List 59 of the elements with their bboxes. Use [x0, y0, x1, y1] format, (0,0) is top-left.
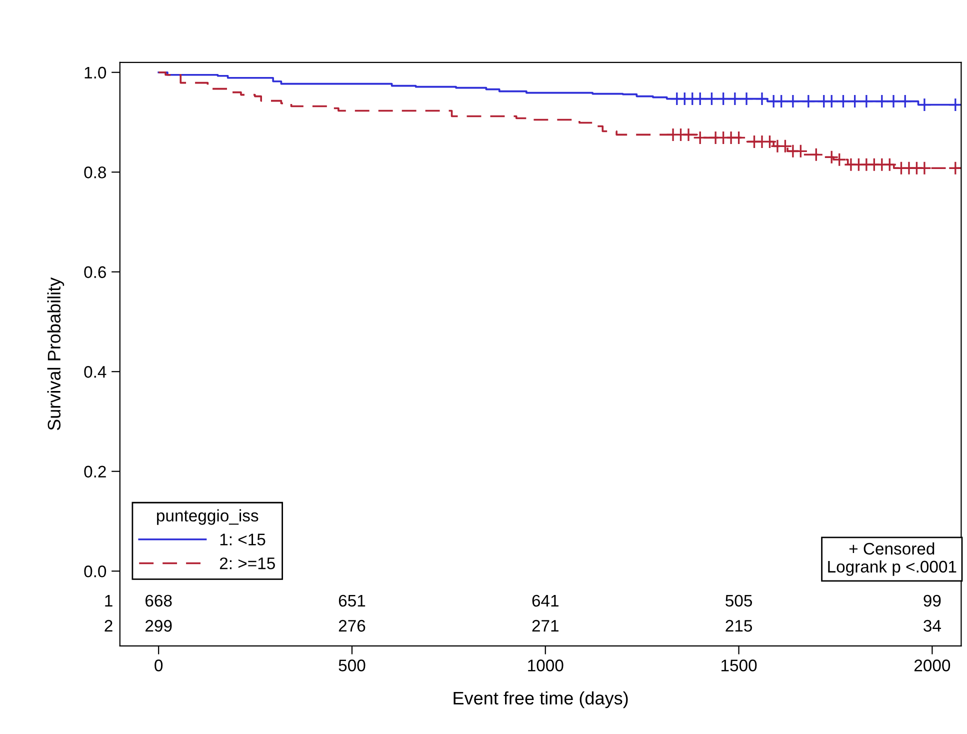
point — [824, 150, 839, 164]
y-axis-title: Survival Probability — [47, 277, 64, 430]
point — [786, 94, 800, 108]
annotation: 668 — [146, 594, 172, 607]
legend-label: 1: <15 — [220, 534, 266, 546]
annotation: 299 — [146, 620, 172, 632]
point — [832, 152, 846, 167]
y-tick-label: 0.6 — [84, 266, 106, 278]
y-tick-label: 0.0 — [84, 566, 106, 578]
legend-title: punteggio_iss — [157, 509, 258, 525]
point — [948, 98, 962, 112]
point — [704, 92, 719, 106]
point — [774, 94, 788, 108]
point — [739, 92, 754, 106]
point — [681, 128, 696, 142]
x-tick-label: 2000 — [914, 660, 950, 672]
point — [882, 158, 897, 172]
point — [809, 148, 824, 162]
annotation: 651 — [338, 594, 366, 607]
point — [886, 94, 901, 108]
point — [732, 130, 746, 145]
point — [836, 94, 850, 108]
annotation: 641 — [532, 594, 558, 607]
point — [754, 92, 770, 106]
annotation: 99 — [924, 594, 941, 607]
point — [917, 161, 932, 176]
point — [762, 134, 777, 149]
annotation: + Censored Logrank p <.0001 — [828, 542, 956, 576]
y-tick-label: 1.0 — [84, 66, 106, 79]
point — [693, 92, 708, 106]
annotation: 34 — [924, 620, 941, 632]
annotation: 271 — [532, 620, 558, 632]
legend-label: 2: >=15 — [220, 557, 275, 570]
annotation: 215 — [726, 620, 752, 632]
x-tick-label: 0 — [154, 660, 163, 672]
y-tick-label: 0.8 — [84, 166, 106, 178]
x-tick-label: 1000 — [528, 660, 564, 672]
point — [859, 94, 874, 108]
point — [874, 94, 889, 108]
text: 1 — [105, 595, 112, 606]
x-tick-label: 500 — [338, 660, 366, 672]
point — [728, 92, 742, 106]
point — [948, 161, 962, 176]
x-axis-title: Event free time (days) — [454, 691, 628, 708]
point — [824, 94, 839, 108]
point — [801, 94, 816, 108]
point — [794, 144, 808, 158]
annotation: 276 — [338, 620, 366, 632]
point — [693, 130, 708, 145]
y-tick-label: 0.4 — [84, 366, 106, 378]
point — [917, 98, 932, 112]
text: 2 — [104, 620, 112, 632]
point — [716, 92, 730, 106]
y-tick-label: 0.2 — [84, 466, 106, 478]
x-tick-label: 1500 — [722, 660, 757, 672]
point — [898, 94, 912, 108]
annotation: 505 — [726, 594, 752, 607]
point — [848, 94, 862, 108]
point — [778, 139, 792, 154]
